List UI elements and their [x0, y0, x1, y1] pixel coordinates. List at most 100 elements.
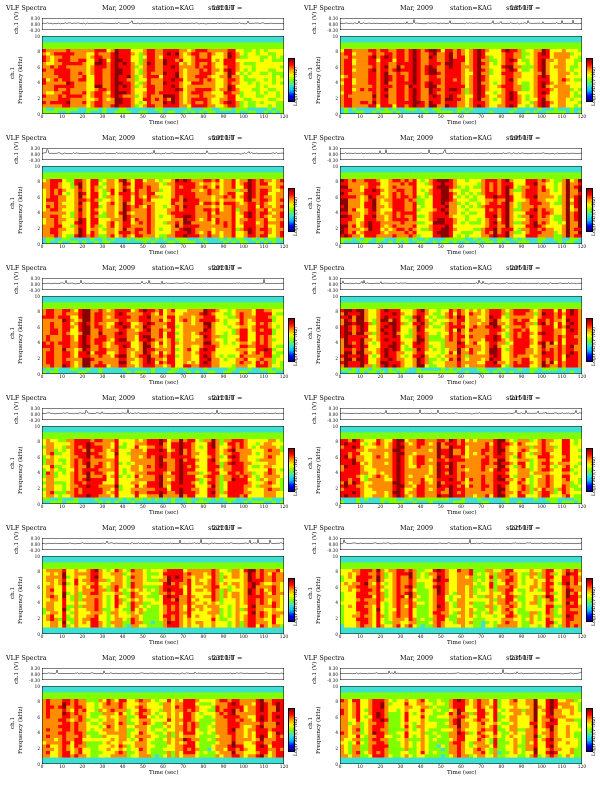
spectrogram-cell: [348, 65, 353, 69]
spectrogram-cell: [183, 179, 188, 183]
spectrogram-cell: [465, 81, 470, 86]
spectrogram-cell: [134, 231, 140, 235]
spectrogram-cell: [412, 97, 417, 102]
spectrogram-cell: [118, 188, 123, 193]
spectrogram-cell: [203, 71, 208, 76]
spectrogram-cell: [106, 75, 111, 79]
spectrogram-cell: [489, 62, 494, 66]
spectrogram-cell: [392, 75, 397, 79]
spectrogram-cell: [211, 185, 216, 190]
spectrogram-cell: [110, 94, 115, 99]
spectrogram-cell: [167, 185, 172, 190]
spectrogram-cell: [90, 234, 95, 238]
spectrogram-cell: [497, 107, 502, 112]
spectrogram-cell: [485, 110, 490, 114]
spectrogram-cell: [78, 231, 83, 235]
spectrogram-cell: [98, 49, 103, 53]
spectrogram-cell: [203, 81, 208, 86]
spectrogram-cell: [118, 237, 123, 242]
spectrogram-cell: [404, 234, 409, 238]
spectrogram-cell: [46, 179, 51, 183]
spectrogram-cell: [255, 201, 261, 206]
spectrogram-cell: [263, 172, 269, 177]
spectrogram-cell: [199, 182, 204, 186]
spectrogram-cell: [62, 94, 67, 99]
spectrogram-cell: [114, 58, 119, 63]
spectrogram-cell: [163, 65, 168, 69]
spectrogram-cell: [219, 84, 224, 89]
spectrogram-cell: [271, 65, 277, 69]
spectrogram-cell: [86, 182, 91, 186]
spectrogram-cell: [122, 185, 127, 190]
spectrogram-cell: [167, 172, 172, 177]
spectrogram-cell: [404, 188, 409, 193]
spectrogram-cell: [163, 201, 168, 206]
spectrogram-cell: [199, 62, 204, 66]
spectrogram-cell: [42, 52, 47, 56]
spectrogram-cell: [219, 81, 224, 86]
spectrogram-cell: [364, 201, 369, 206]
spectrogram-cell: [199, 78, 204, 82]
spectrogram-cell: [368, 78, 373, 82]
spectrogram-cell: [106, 55, 111, 60]
spectrogram-cell: [183, 81, 188, 86]
spectrogram-cell: [207, 211, 212, 216]
spectrogram-cell: [404, 42, 409, 47]
spectrogram-cell: [70, 169, 75, 173]
spectrogram-cell: [150, 188, 156, 193]
spectrogram-cell: [122, 237, 127, 242]
spectrogram-cell: [533, 84, 538, 89]
spectrogram-cell: [356, 185, 361, 190]
spectrogram-cell: [396, 185, 401, 190]
spectrogram-cell: [384, 224, 389, 229]
spectrogram-cell: [396, 234, 401, 238]
spectrogram-cell: [412, 192, 417, 196]
spectrogram-cell: [263, 182, 269, 186]
spectrogram-cell: [110, 201, 115, 206]
spectrogram-cell: [215, 201, 220, 206]
spectrogram-cell: [255, 166, 261, 170]
spectrogram-cell: [163, 39, 168, 43]
spectrogram-cell: [380, 58, 385, 63]
spectrogram-cell: [521, 81, 526, 86]
spectrogram-cell: [577, 104, 582, 108]
spectrogram-cell: [485, 52, 490, 56]
spectrogram-cell: [255, 227, 261, 232]
spectrogram-cell: [243, 198, 248, 203]
spectrogram-cell: [167, 205, 172, 209]
spectrogram-cell: [356, 42, 361, 47]
spectrogram-cell: [348, 221, 353, 225]
spectrogram-cell: [142, 205, 148, 209]
spectrogram-cell: [106, 91, 111, 95]
spectrogram-cell: [114, 75, 119, 79]
spectrogram-cell: [271, 88, 277, 92]
spectrogram-cell: [175, 208, 180, 212]
spectrogram-cell: [275, 172, 281, 177]
spectrogram-cell: [577, 36, 582, 40]
spectrogram-cell: [481, 78, 486, 82]
spectrogram-cell: [50, 58, 55, 63]
spectrogram-cell: [239, 240, 244, 244]
spectrogram-cell: [179, 185, 184, 190]
spectrogram-cell: [66, 169, 71, 173]
spectrogram-cell: [388, 185, 393, 190]
spectrogram-cell: [384, 110, 389, 114]
spectrogram-cell: [74, 97, 79, 102]
spectrogram-cell: [533, 62, 538, 66]
spectrogram-cell: [561, 91, 567, 95]
spectrogram-cell: [58, 97, 63, 102]
spectrogram-cell: [255, 62, 261, 66]
spectrogram-cell: [42, 39, 47, 43]
spectrogram-cell: [352, 65, 357, 69]
spectrogram-cell: [400, 52, 405, 56]
spectrogram-cell: [376, 192, 381, 196]
spectrogram-cell: [275, 211, 281, 216]
spectrogram-cell: [179, 227, 184, 232]
spectrogram-cell: [163, 91, 168, 95]
spectrogram-cell: [255, 179, 261, 183]
spectrogram-cell: [521, 91, 526, 95]
spectrogram-cell: [46, 42, 51, 47]
spectrogram-cell: [247, 205, 253, 209]
spectrogram-cell: [94, 218, 99, 222]
spectrogram-cell: [78, 188, 83, 193]
